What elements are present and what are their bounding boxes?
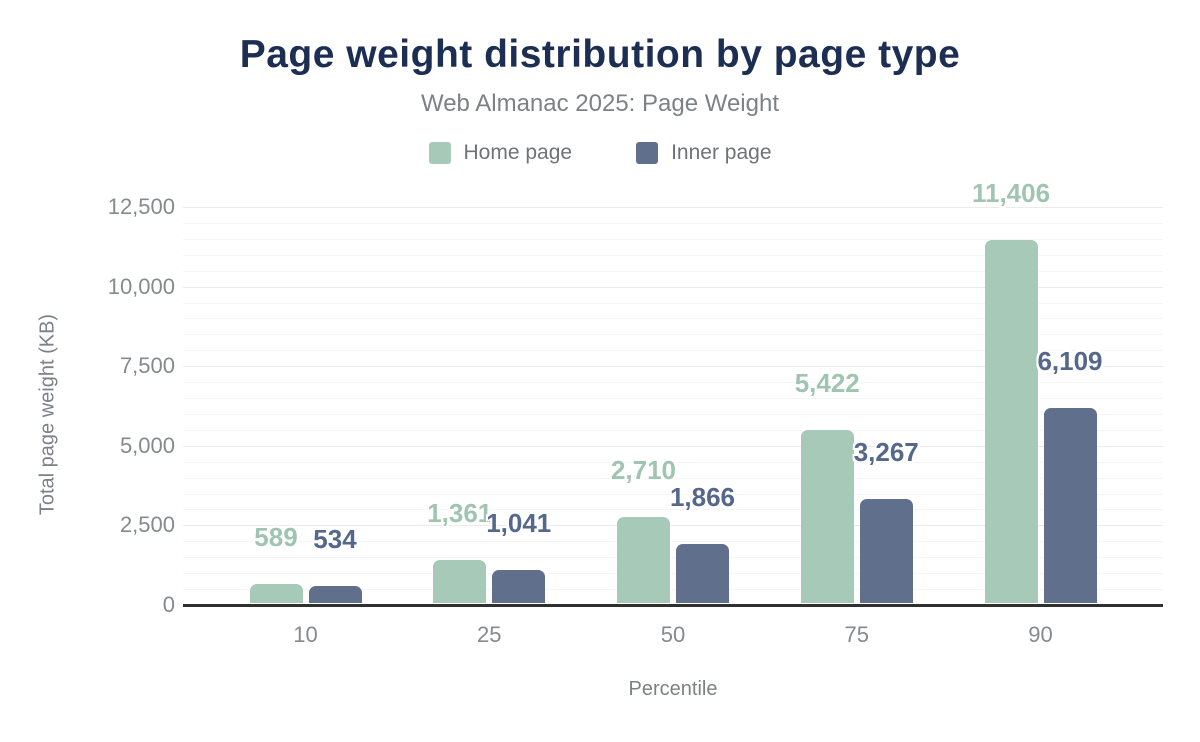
y-tick-label: 10,000 xyxy=(107,273,175,299)
x-tick-label: 25 xyxy=(477,622,502,647)
minor-gridline xyxy=(183,573,1163,575)
y-tick-label: 0 xyxy=(162,592,175,617)
y-tick-label: 5,000 xyxy=(119,432,175,458)
legend-label: Home page xyxy=(463,141,573,164)
major-gridline xyxy=(183,286,1163,288)
bar-value-label: 589 xyxy=(254,522,298,552)
bar-value-label: 1,866 xyxy=(669,482,736,512)
legend: Home page Inner page xyxy=(0,141,1200,165)
bar-value-label: 6,109 xyxy=(1037,346,1103,376)
legend-item-home-page[interactable]: Home page xyxy=(428,141,573,165)
inner-page-swatch-icon xyxy=(636,142,659,164)
bar-inner-page-p75[interactable] xyxy=(859,499,913,603)
minor-gridline xyxy=(183,477,1163,479)
x-axis-line xyxy=(183,604,1163,607)
minor-gridline xyxy=(183,509,1163,511)
x-tick-label: 50 xyxy=(660,622,686,647)
minor-gridline xyxy=(183,270,1163,272)
x-axis-title: Percentile xyxy=(628,678,718,700)
bar-value-label: 3,267 xyxy=(853,437,919,467)
minor-gridline xyxy=(183,398,1163,400)
minor-gridline xyxy=(183,222,1163,224)
legend-label: Inner page xyxy=(671,141,772,164)
minor-gridline xyxy=(183,254,1163,256)
minor-gridline xyxy=(183,429,1163,431)
chart-title: Page weight distribution by page type xyxy=(239,33,961,76)
x-tick-label: 90 xyxy=(1028,622,1053,647)
major-gridline xyxy=(183,445,1163,447)
major-gridline xyxy=(183,525,1163,527)
minor-gridline xyxy=(183,493,1163,495)
y-tick-label: 12,500 xyxy=(107,194,175,219)
minor-gridline xyxy=(183,382,1163,384)
bar-home-page-p75[interactable] xyxy=(800,430,854,603)
minor-gridline xyxy=(183,334,1163,336)
y-tick-label: 7,500 xyxy=(119,353,175,379)
bar-home-page-p10[interactable] xyxy=(249,584,303,603)
minor-gridline xyxy=(183,318,1163,320)
bar-value-label: 2,710 xyxy=(610,455,677,485)
minor-gridline xyxy=(183,413,1163,415)
major-gridline xyxy=(183,207,1163,208)
minor-gridline xyxy=(183,461,1163,463)
legend-item-inner-page[interactable]: Inner page xyxy=(636,141,772,165)
minor-gridline xyxy=(183,238,1163,240)
chart-subtitle: Web Almanac 2025: Page Weight xyxy=(420,90,779,117)
bar-value-label: 11,406 xyxy=(971,178,1051,208)
minor-gridline xyxy=(183,541,1163,543)
y-tick-label: 2,500 xyxy=(119,512,175,538)
minor-gridline xyxy=(183,302,1163,304)
bar-value-label: 5,422 xyxy=(794,368,860,398)
bar-inner-page-p90[interactable] xyxy=(1043,408,1097,603)
bar-home-page-p25[interactable] xyxy=(433,560,487,603)
minor-gridline xyxy=(183,350,1163,352)
bar-home-page-p50[interactable] xyxy=(617,517,670,603)
bar-value-label: 534 xyxy=(313,524,357,554)
x-tick-label: 75 xyxy=(844,622,869,647)
bar-value-label: 1,361 xyxy=(427,498,493,528)
home-page-swatch-icon xyxy=(428,142,451,164)
major-gridline xyxy=(183,366,1163,368)
bar-inner-page-p10[interactable] xyxy=(308,586,362,603)
x-tick-label: 10 xyxy=(293,622,318,647)
bar-inner-page-p50[interactable] xyxy=(676,544,729,603)
bar-value-label: 1,041 xyxy=(486,508,552,538)
minor-gridline xyxy=(183,557,1163,559)
minor-gridline xyxy=(183,589,1163,591)
bar-home-page-p90[interactable] xyxy=(984,240,1038,603)
bar-inner-page-p25[interactable] xyxy=(492,570,546,603)
